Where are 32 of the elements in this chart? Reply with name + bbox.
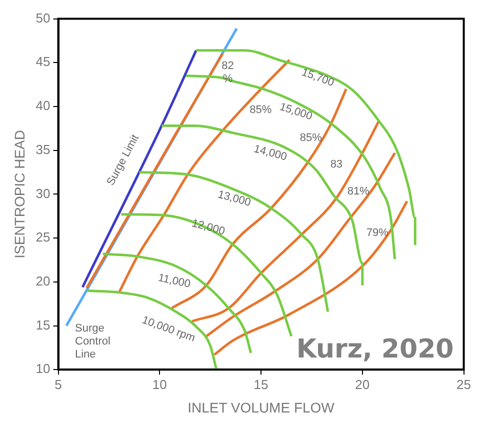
y-tick-label: 20 xyxy=(36,273,50,288)
y-axis-title: ISENTROPIC HEAD xyxy=(11,130,28,258)
annotation: 85% xyxy=(300,132,322,144)
annotation: 85% xyxy=(250,104,272,116)
y-tick-label: 10 xyxy=(36,361,50,376)
annotation: 13,000 xyxy=(216,188,252,209)
annotation: Kurz, 2020 xyxy=(296,334,454,364)
x-tick-label: 25 xyxy=(456,376,472,392)
x-tick-label: 5 xyxy=(54,376,62,392)
y-tick-label: 45 xyxy=(36,54,50,70)
y-tick-label: 35 xyxy=(36,142,50,157)
annotation: 79% xyxy=(366,226,389,239)
annotation: 10,000 rpm xyxy=(140,314,197,344)
x-axis-title: INLET VOLUME FLOW xyxy=(188,399,336,416)
y-tick-label: 50 xyxy=(36,10,50,26)
annotation: 83 xyxy=(330,158,343,170)
y-tick-label: 30 xyxy=(36,186,50,201)
x-tick-label: 15 xyxy=(254,376,268,392)
annotation: Surge Control Line xyxy=(75,322,110,361)
y-tick-label: 25 xyxy=(36,230,50,245)
annotation: 11,000 xyxy=(156,272,192,291)
annotation: 12,000 xyxy=(190,217,226,238)
annotation: Surge Limit xyxy=(104,132,142,188)
annotation: 15,700 xyxy=(300,66,336,90)
y-tick-label: 40 xyxy=(36,98,50,114)
annotation: 14,000 xyxy=(252,143,288,164)
x-tick-label: 10 xyxy=(152,376,167,392)
annotation: 81% xyxy=(347,186,370,198)
y-tick-label: 15 xyxy=(36,317,50,332)
line-series xyxy=(138,171,330,313)
x-tick-label: 20 xyxy=(355,376,370,392)
annotation: 15,000 xyxy=(278,100,314,123)
